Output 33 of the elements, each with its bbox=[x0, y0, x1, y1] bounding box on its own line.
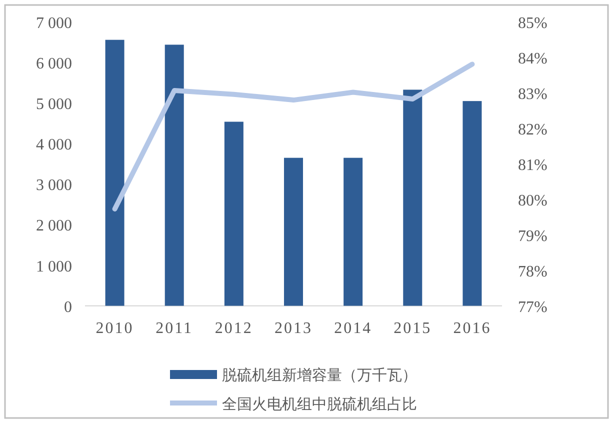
y2-tick-label: 80% bbox=[518, 192, 548, 210]
x-tick-label: 2011 bbox=[156, 320, 194, 337]
y-tick-label: 0 bbox=[64, 298, 72, 316]
y-tick-label: 5 000 bbox=[36, 96, 72, 114]
y2-tick-label: 81% bbox=[518, 156, 548, 174]
y2-tick-label: 79% bbox=[518, 228, 548, 245]
x-tick-label: 2016 bbox=[453, 320, 492, 337]
y-tick-label: 4 000 bbox=[36, 136, 72, 154]
x-tick-label: 2014 bbox=[334, 320, 372, 337]
bar bbox=[224, 122, 244, 306]
legend-label: 脱硫机组新增容量（万千瓦） bbox=[222, 367, 417, 384]
y2-tick-label: 84% bbox=[518, 50, 548, 68]
y2-tick-label: 77% bbox=[518, 298, 548, 316]
y-tick-label: 1 000 bbox=[36, 258, 72, 276]
bar bbox=[164, 44, 184, 306]
bar bbox=[344, 158, 363, 306]
y2-tick-label: 78% bbox=[518, 263, 548, 280]
y2-tick-label: 82% bbox=[518, 121, 548, 138]
legend-label: 全国火电机组中脱硫机组占比 bbox=[222, 396, 417, 413]
bar bbox=[403, 90, 422, 306]
y2-tick-label: 85% bbox=[518, 15, 548, 32]
x-tick-label: 2012 bbox=[214, 320, 253, 337]
y-tick-label: 3 000 bbox=[36, 177, 72, 194]
y2-tick-label: 83% bbox=[518, 86, 548, 103]
bar bbox=[462, 101, 482, 306]
y-tick-label: 6 000 bbox=[36, 56, 72, 73]
y-tick-label: 7 000 bbox=[36, 15, 72, 32]
y-tick-label: 2 000 bbox=[36, 218, 72, 235]
x-tick-label: 2015 bbox=[394, 320, 432, 337]
bar bbox=[105, 40, 124, 306]
bar bbox=[284, 158, 303, 306]
x-tick-label: 2010 bbox=[96, 320, 134, 337]
x-tick-label: 2013 bbox=[274, 320, 312, 337]
